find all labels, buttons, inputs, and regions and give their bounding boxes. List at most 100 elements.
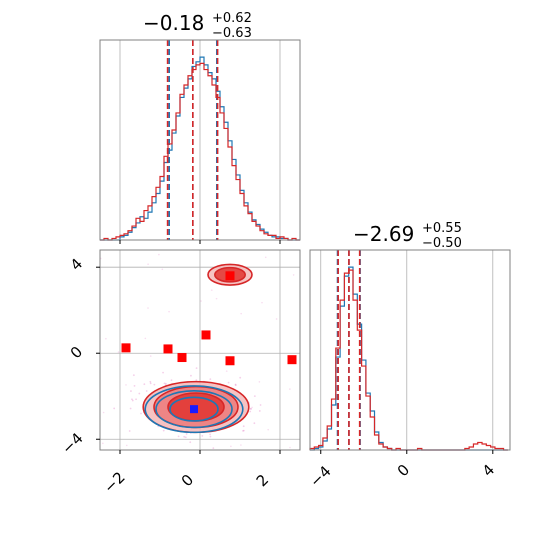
blue-marker [190, 405, 198, 414]
marginal-y-title-minus: −0.50 [422, 236, 462, 251]
sample-point [251, 406, 253, 409]
histogram-series-0 [310, 266, 508, 451]
marginal-y-title-median: −2.69 [353, 222, 414, 246]
sample-point [258, 381, 261, 383]
sample-point [140, 412, 142, 415]
sample-point [189, 441, 192, 444]
sample-point [162, 429, 165, 432]
sample-point [230, 445, 232, 448]
sample-point [170, 379, 173, 382]
sample-point [258, 410, 261, 412]
sample-point [267, 428, 269, 431]
sample-point [249, 410, 252, 413]
sample-point [177, 435, 180, 438]
sample-point [275, 318, 278, 320]
sample-point [153, 383, 156, 386]
sample-point [168, 310, 170, 313]
sample-point [105, 337, 107, 340]
sample-point [161, 268, 164, 271]
x-tick-label-right: −4 [306, 462, 334, 490]
sample-point [132, 374, 135, 377]
sample-point [125, 384, 127, 386]
sample-point [212, 447, 215, 449]
contour-level [144, 385, 244, 434]
sample-point [264, 256, 267, 259]
y-tick-label: −4 [58, 429, 86, 457]
sample-point [227, 381, 230, 384]
sample-point [144, 337, 147, 340]
red-marker [201, 330, 211, 340]
x-tick-label: −2 [100, 468, 128, 496]
sample-point [147, 263, 149, 266]
sample-point [149, 380, 152, 383]
sample-point [225, 370, 228, 372]
sample-point [183, 435, 186, 438]
sample-point [145, 390, 148, 392]
red-marker [287, 355, 297, 365]
sample-point [259, 404, 262, 406]
sample-point [234, 384, 237, 387]
sample-point [158, 253, 160, 256]
red-marker [163, 344, 173, 354]
sample-point [131, 399, 134, 402]
x-tick-label: 0 [178, 471, 197, 490]
marginal-x-title-minus: −0.63 [212, 26, 252, 41]
sample-point [242, 429, 245, 432]
sample-point [102, 442, 104, 445]
x-tick-label: 2 [253, 471, 272, 490]
sample-point [261, 301, 263, 304]
x-tick-label-right: 0 [394, 461, 413, 480]
sample-point [135, 398, 137, 401]
sample-point [164, 382, 167, 385]
sample-point [209, 378, 212, 381]
sample-point [289, 388, 291, 390]
sample-point [149, 355, 152, 357]
sample-point [128, 430, 131, 432]
marginal-y-title-plus: +0.55 [422, 221, 462, 236]
sample-point [242, 425, 245, 428]
contour-level [169, 396, 219, 422]
sample-point [200, 300, 202, 302]
y-tick-label: 4 [67, 255, 86, 274]
red-marker [177, 353, 187, 363]
y-tick-label: 0 [67, 343, 86, 362]
sample-point [163, 382, 166, 385]
sample-point [190, 374, 192, 377]
marginal-x-title-plus: +0.62 [212, 11, 252, 26]
sample-point [292, 274, 295, 276]
sample-point [184, 436, 187, 439]
sample-point [130, 390, 132, 392]
sample-point [125, 444, 128, 447]
marginal-x-panel [99, 39, 301, 244]
sample-point [149, 382, 152, 385]
sample-point [242, 429, 244, 432]
sample-point [253, 395, 256, 398]
histogram-series-1 [100, 62, 300, 241]
sample-point [289, 446, 291, 449]
sample-point [210, 289, 213, 291]
sample-point [185, 433, 188, 435]
sample-point [239, 376, 242, 379]
sample-point [240, 312, 242, 315]
sample-point [201, 435, 204, 437]
sample-point [250, 408, 252, 410]
sample-point [133, 385, 136, 387]
sample-point [131, 398, 133, 401]
marginal-x-title-median: −0.18 [143, 11, 204, 35]
sample-point [138, 392, 141, 395]
sample-point [143, 383, 146, 386]
x-tick-label-right: 4 [479, 461, 498, 480]
sample-point [102, 411, 105, 414]
red-marker [121, 343, 131, 353]
sample-point [195, 379, 198, 382]
panel-frame [309, 249, 511, 451]
sample-point [234, 383, 237, 386]
sample-point [209, 433, 211, 436]
sample-point [209, 435, 212, 438]
joint-panel [96, 249, 301, 454]
sample-point [215, 297, 218, 300]
sample-point [249, 407, 252, 410]
marginal-y-panel [309, 249, 511, 454]
